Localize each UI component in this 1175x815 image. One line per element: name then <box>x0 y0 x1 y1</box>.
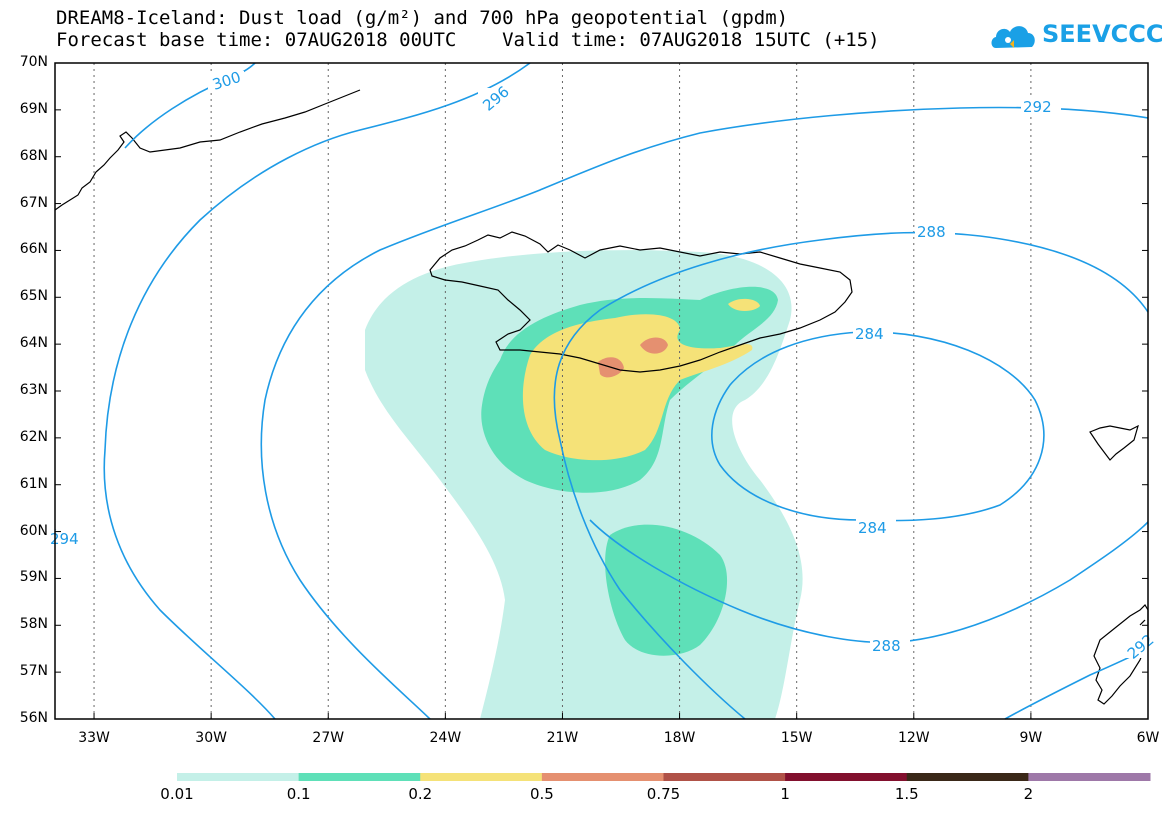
lat-label-69N: 69N <box>19 100 48 117</box>
faroe-coast <box>1089 424 1139 461</box>
dust-region-0.1-south <box>605 524 728 656</box>
lon-label-15W: 15W <box>780 730 813 746</box>
contour-labels: 300 296 292 288 284 284 288 292 294 <box>50 68 1157 663</box>
graticule <box>93 63 1032 719</box>
contour-label-288: 288 <box>917 223 946 241</box>
colorbar-label-0.2: 0.2 <box>408 785 433 803</box>
lon-label-30W: 30W <box>195 730 227 746</box>
colorbar-swatch-4 <box>663 773 786 781</box>
dust-region-0.5-a <box>640 337 668 354</box>
map-frame <box>54 62 1149 720</box>
chart-title: DREAM8-Iceland: Dust load (g/m²) and 700… <box>56 7 789 29</box>
lat-label-66N: 66N <box>19 241 48 258</box>
colorbar-swatch-2 <box>420 773 543 781</box>
cloud-icon <box>991 26 1035 48</box>
lon-label-9W: 9W <box>1019 730 1043 746</box>
lat-label-58N: 58N <box>19 616 48 633</box>
seevccc-logo <box>991 26 1035 48</box>
lon-label-21W: 21W <box>546 730 579 746</box>
lon-label-27W: 27W <box>312 730 345 746</box>
colorbar-label-2: 2 <box>1023 785 1034 803</box>
lat-label-57N: 57N <box>19 663 48 680</box>
colorbar-swatch-6 <box>906 773 1029 781</box>
colorbar-label-1: 1 <box>780 785 790 803</box>
dust-region-0.2-main <box>522 314 753 461</box>
lat-label-59N: 59N <box>19 569 48 586</box>
lon-label-6W: 6W <box>1136 730 1160 746</box>
colorbar-swatch-3 <box>541 773 664 781</box>
lat-label-63N: 63N <box>19 382 48 398</box>
lon-label-24W: 24W <box>429 730 462 746</box>
contour-label-288-bottom: 288 <box>872 637 901 655</box>
lon-label-18W: 18W <box>663 730 696 746</box>
lat-label-64N: 64N <box>19 335 48 352</box>
colorbar-swatch-7 <box>1028 773 1151 781</box>
lon-label-12W: 12W <box>897 730 930 746</box>
colorbar-label-0.75: 0.75 <box>646 785 681 803</box>
colorbar-label-0.1: 0.1 <box>286 785 311 803</box>
contour-label-294: 294 <box>50 530 79 548</box>
dust-region-0.2-east <box>728 298 760 311</box>
lon-label-33W: 33W <box>78 730 110 746</box>
iceland-coast <box>429 231 853 373</box>
contour-label-284-bottom: 284 <box>858 519 887 537</box>
lat-label-60N: 60N <box>19 522 48 539</box>
lat-label-65N: 65N <box>19 288 48 305</box>
lat-label-56N: 56N <box>19 710 48 726</box>
coastlines <box>54 89 1149 705</box>
greenland-coast <box>54 89 361 211</box>
dust-load-fill <box>365 250 803 719</box>
lat-label-62N: 62N <box>19 428 48 445</box>
colorbar-swatch-1 <box>298 773 421 781</box>
contour-292 <box>260 106 1149 720</box>
scotland-coast <box>1093 604 1149 705</box>
contour-label-292: 292 <box>1023 98 1052 116</box>
colorbar-label-0.5: 0.5 <box>529 785 554 803</box>
colorbar-swatch-0 <box>177 773 300 781</box>
contour-296 <box>103 62 531 720</box>
shetland-coast <box>1139 619 1146 626</box>
lat-label-68N: 68N <box>19 147 48 164</box>
logo-text: SEEVCCC <box>1042 20 1164 48</box>
chart-subtitle: Forecast base time: 07AUG2018 00UTC Vali… <box>56 29 880 51</box>
contour-288 <box>553 231 1149 720</box>
lat-label-67N: 67N <box>19 194 48 211</box>
colorbar-swatch-5 <box>785 773 908 781</box>
contour-label-284-top: 284 <box>855 325 884 343</box>
colorbar-label-1.5: 1.5 <box>894 785 919 803</box>
lat-label-61N: 61N <box>19 475 48 492</box>
lat-label-70N: 70N <box>19 54 48 70</box>
colorbar-label-0.01: 0.01 <box>160 785 194 803</box>
colorbar <box>177 773 1151 781</box>
